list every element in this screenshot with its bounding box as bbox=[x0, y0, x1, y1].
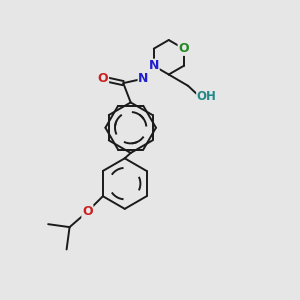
Text: N: N bbox=[138, 72, 148, 85]
Text: O: O bbox=[98, 72, 108, 85]
Text: O: O bbox=[82, 205, 93, 218]
Text: N: N bbox=[148, 59, 159, 72]
Text: OH: OH bbox=[197, 90, 217, 103]
Text: O: O bbox=[178, 42, 189, 55]
